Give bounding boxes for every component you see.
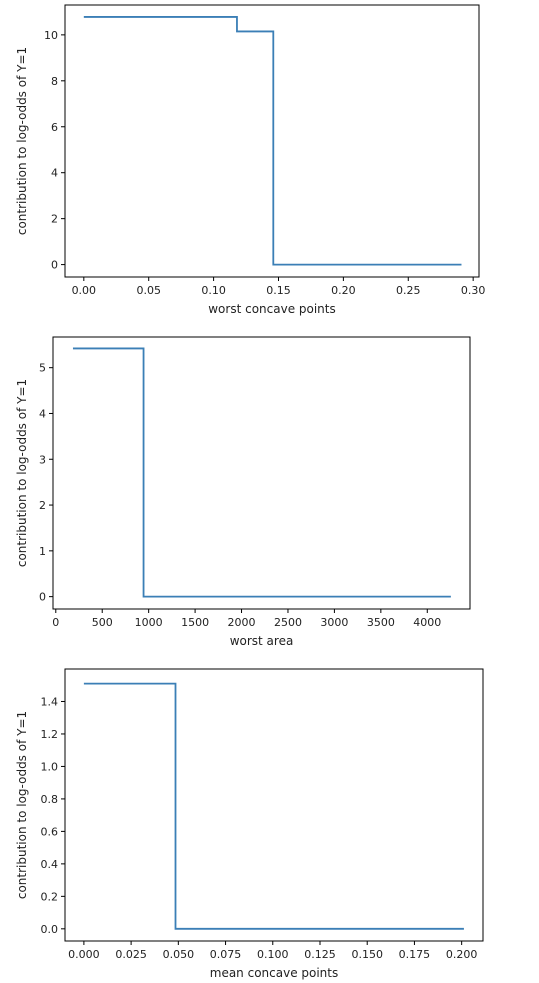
x-tick-label: 0.25 [396, 284, 421, 297]
y-tick-label: 0 [39, 591, 46, 604]
x-tick-label: 0 [52, 616, 59, 629]
x-tick-label: 3000 [320, 616, 348, 629]
x-tick-label: 0.05 [136, 284, 161, 297]
y-tick-label: 0.6 [41, 825, 59, 838]
y-tick-label: 4 [51, 167, 58, 180]
y-tick-label: 8 [51, 75, 58, 88]
y-tick-label: 0.4 [41, 858, 59, 871]
x-tick-label: 0.30 [461, 284, 486, 297]
y-tick-label: 1.2 [41, 728, 59, 741]
y-tick-label: 0.8 [41, 793, 59, 806]
x-tick-label: 2500 [274, 616, 302, 629]
chart-3: 0.000 0.025 0.050 0.075 0.100 0.125 0.150 0.175… [15, 668, 484, 980]
x-tick-label: 0.15 [266, 284, 291, 297]
y-tick-label: 6 [51, 121, 58, 134]
x-tick-label: 0.200 [446, 948, 478, 961]
x-axis-label: mean concave points [210, 966, 339, 980]
x-tick-label: 0.125 [304, 948, 336, 961]
x-tick-label: 0.00 [72, 284, 97, 297]
x-tick-label: 1000 [135, 616, 163, 629]
x-tick-label: 1500 [181, 616, 209, 629]
y-axis-label: contribution to log-odds of Y=1 [15, 379, 29, 567]
series-line [83, 16, 462, 266]
y-tick-label: 10 [44, 29, 58, 42]
plot-frame [64, 4, 480, 278]
y-tick-label: 0.2 [41, 890, 59, 903]
x-tick-label: 0.100 [257, 948, 289, 961]
chart-1: 0.00 0.05 0.10 0.15 0.20 0.25 0.30 0 2 4 6 8 10 worst… [15, 4, 486, 316]
x-axis-label: worst area [230, 634, 294, 648]
y-axis-label: contribution to log-odds of Y=1 [15, 711, 29, 899]
series-line [72, 347, 451, 598]
y-tick-label: 1.0 [41, 760, 59, 773]
y-tick-label: 5 [39, 362, 46, 375]
y-axis-label: contribution to log-odds of Y=1 [15, 47, 29, 235]
y-tick-label: 4 [39, 407, 46, 420]
chart-2: 0 500 1000 1500 2000 2500 3000 3500 4000 0 1 2 3 4 5 wo… [15, 336, 471, 648]
x-tick-label: 500 [92, 616, 113, 629]
y-tick-label: 2 [39, 499, 46, 512]
x-axis-label: worst concave points [208, 302, 336, 316]
y-tick-label: 3 [39, 453, 46, 466]
y-tick-label: 0.0 [41, 923, 59, 936]
y-tick-label: 2 [51, 213, 58, 226]
series-line [83, 682, 464, 930]
x-tick-label: 0.075 [210, 948, 242, 961]
y-tick-label: 0 [51, 259, 58, 272]
x-tick-label: 4000 [413, 616, 441, 629]
y-tick-label: 1 [39, 545, 46, 558]
x-tick-label: 0.20 [331, 284, 356, 297]
x-tick-label: 3500 [367, 616, 395, 629]
plot-frame [52, 336, 471, 610]
x-tick-label: 0.150 [351, 948, 383, 961]
x-tick-label: 0.000 [68, 948, 100, 961]
x-tick-label: 0.050 [163, 948, 195, 961]
x-tick-label: 0.10 [201, 284, 226, 297]
y-tick-label: 1.4 [41, 695, 59, 708]
x-tick-label: 0.175 [399, 948, 431, 961]
x-tick-label: 2000 [228, 616, 256, 629]
x-tick-label: 0.025 [115, 948, 147, 961]
plot-frame [64, 668, 484, 942]
